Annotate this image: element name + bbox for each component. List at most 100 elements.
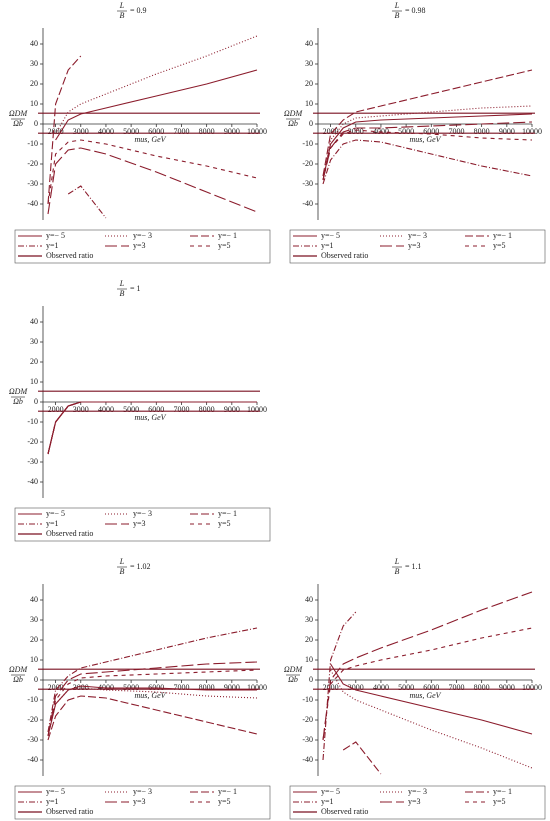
x-tick-label: 2000 [323,683,339,692]
title-numerator: L [119,279,125,288]
series-line [322,611,357,761]
y-tick-label: 0 [309,119,313,128]
x-tick-label: 6000 [423,683,439,692]
x-tick-label: 8000 [474,127,490,136]
x-tick-label: 9000 [224,683,240,692]
x-axis-label: mus, GeV [134,135,166,144]
legend-label: y=− 3 [133,231,152,240]
x-tick-label: 5000 [398,683,414,692]
title-value: = 0.98 [405,6,426,15]
legend-label: y=1 [321,241,334,250]
y-label-denominator: Ωb [13,397,23,406]
y-tick-label: 40 [30,39,38,48]
y-tick-label: 20 [305,635,313,644]
y-label-denominator: Ωb [288,119,298,128]
title-numerator: L [119,557,125,566]
series-line [342,741,382,775]
x-tick-label: 3000 [348,127,364,136]
y-tick-label: -10 [27,417,38,426]
y-tick-label: -10 [302,139,313,148]
y-label-numerator: ΩDM [284,109,304,118]
series-line [322,139,533,185]
y-label-denominator: Ωb [13,675,23,684]
x-tick-label: 10000 [522,683,542,692]
x-tick-label: 8000 [199,683,215,692]
series-line [47,139,258,205]
y-tick-label: -30 [27,457,38,466]
y-tick-label: 40 [30,317,38,326]
x-tick-label: 7000 [173,127,189,136]
legend-label: Observed ratio [46,807,93,816]
y-tick-label: 0 [309,675,313,684]
y-label-numerator: ΩDM [9,109,29,118]
y-tick-label: -30 [302,735,313,744]
x-tick-label: 4000 [373,127,389,136]
legend-label: Observed ratio [46,251,93,260]
x-tick-label: 3000 [348,683,364,692]
y-tick-label: -30 [27,179,38,188]
x-tick-label: 2000 [48,127,64,136]
title-denominator: B [120,567,125,576]
legend-label: y=1 [46,797,59,806]
y-tick-label: -40 [302,199,313,208]
y-tick-label: -20 [302,715,313,724]
series-line [55,69,258,141]
x-tick-label: 2000 [48,683,64,692]
x-tick-label: 7000 [448,683,464,692]
x-tick-label: 5000 [123,127,139,136]
x-tick-label: 7000 [173,683,189,692]
x-tick-label: 4000 [373,683,389,692]
y-tick-label: -40 [27,199,38,208]
x-tick-label: 8000 [199,127,215,136]
legend-label: y=5 [218,241,231,250]
legend-label: y=− 5 [321,787,340,796]
y-tick-label: -30 [27,735,38,744]
series-line [47,661,258,737]
x-axis-label: mus, GeV [134,413,166,422]
legend-label: y=3 [133,241,146,250]
series-line [330,663,533,735]
y-tick-label: 30 [305,615,313,624]
series-line [322,105,533,181]
y-tick-label: -10 [27,139,38,148]
legend-label: y=− 5 [321,231,340,240]
series-line [330,669,533,769]
y-tick-label: -10 [302,695,313,704]
y-tick-label: 20 [305,79,313,88]
title-numerator: L [394,1,400,10]
x-tick-label: 4000 [98,127,114,136]
y-tick-label: -40 [27,755,38,764]
legend-box [14,507,271,542]
y-tick-label: 10 [30,99,38,108]
x-tick-label: 7000 [448,127,464,136]
legend-label: y=5 [218,797,231,806]
series-line [47,55,82,205]
title-numerator: L [394,557,400,566]
x-tick-label: 10000 [247,127,267,136]
y-tick-label: 20 [30,635,38,644]
title-denominator: B [395,567,400,576]
y-tick-label: 0 [34,119,38,128]
x-axis-label: mus, GeV [409,691,441,700]
x-tick-label: 3000 [73,683,89,692]
series-line [47,687,258,737]
y-tick-label: 10 [305,655,313,664]
title-value: = 1.1 [405,562,422,571]
legend-label: y=− 1 [218,787,237,796]
x-tick-label: 5000 [123,683,139,692]
x-tick-label: 5000 [123,405,139,414]
y-tick-label: -20 [27,159,38,168]
x-tick-label: 9000 [499,683,515,692]
series-line [47,401,257,455]
legend-label: y=− 3 [408,231,427,240]
title-denominator: B [120,11,125,20]
x-axis-label: mus, GeV [134,691,166,700]
legend-label: y=− 3 [133,787,152,796]
legend-box [289,785,546,820]
x-tick-label: 6000 [148,683,164,692]
series-line [55,35,258,135]
y-label-numerator: ΩDM [9,665,29,674]
series-line [322,69,533,177]
y-tick-label: 10 [30,377,38,386]
legend-label: y=3 [133,519,146,528]
